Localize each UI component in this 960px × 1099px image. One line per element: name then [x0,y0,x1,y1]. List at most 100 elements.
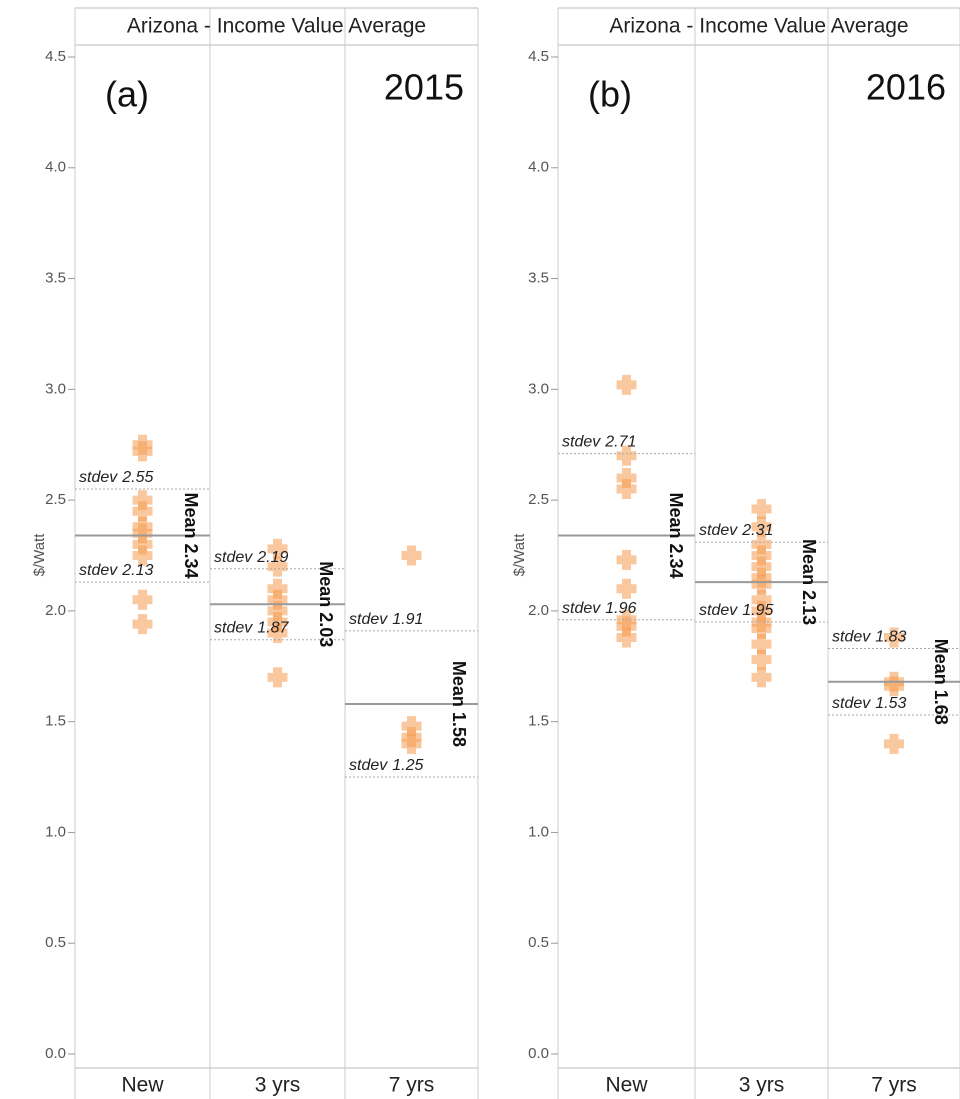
point [751,589,772,610]
point [616,578,637,599]
stdev-word: stdev [79,562,118,579]
y-tick-label: 0.0 [528,1045,549,1062]
stdev-value: 2.55 [121,469,153,486]
stdev-label: stdev 1.91 [349,611,423,628]
y-tick-label: 2.5 [45,491,66,508]
point [751,556,772,577]
stdev-label: stdev 2.19 [214,549,288,566]
point [616,616,637,637]
point [884,627,904,648]
y-tick-label: 1.5 [45,713,66,730]
y-tick-label: 4.5 [45,48,66,65]
mean-value: 1.68 [931,690,951,725]
stdev-value: 2.31 [741,522,773,539]
x-tick-label: New [121,1074,164,1097]
point [267,578,288,599]
mean-word: Mean [931,639,951,685]
point [267,556,288,577]
y-tick-label: 0.5 [45,934,66,951]
point [616,479,637,500]
y-tick-label: 3.5 [45,270,66,287]
mean-label: Mean 2.03 [316,561,336,647]
stdev-word: stdev [349,757,388,774]
stdev-value: 1.91 [392,611,423,628]
y-tick-label: 2.5 [528,491,549,508]
point [751,534,772,555]
chart-title: Arizona - Income Value Average [127,15,426,38]
year-label: 2016 [866,67,946,108]
stdev-value: 1.95 [742,602,773,619]
point [132,614,153,635]
y-tick-label: 0.0 [45,1045,66,1062]
stdev-label: stdev 1.53 [832,695,906,712]
mean-value: 2.34 [666,544,686,579]
stdev-word: stdev [699,522,738,539]
point [884,676,904,697]
point [132,501,153,522]
y-axis-label: $/Watt [511,533,528,577]
point [884,733,904,754]
x-tick-label: 7 yrs [389,1074,435,1097]
point [401,716,422,737]
stdev-label: stdev 2.31 [699,522,773,539]
point [751,618,772,639]
mean-label: Mean 1.58 [449,661,469,747]
year-label: 2015 [384,67,464,108]
y-tick-label: 4.0 [528,159,549,176]
stdev-label: stdev 2.55 [79,469,153,486]
mean-word: Mean [181,493,201,539]
point [751,600,772,621]
point [751,545,772,566]
y-axis-label: $/Watt [31,533,48,577]
y-tick-label: 3.0 [45,380,66,397]
point [267,623,288,644]
point [751,574,772,595]
y-tick-label: 1.0 [45,823,66,840]
point [616,445,637,466]
point [751,634,772,655]
y-tick-label: 2.0 [528,602,549,619]
point [616,627,637,648]
panel-label: (a) [105,74,149,115]
point [751,498,772,519]
mean-label: Mean 2.34 [181,493,201,579]
mean-word: Mean [799,539,819,585]
point [132,441,153,462]
stdev-word: stdev [349,611,388,628]
y-tick-label: 3.0 [528,380,549,397]
y-tick-label: 0.5 [528,934,549,951]
point [267,589,288,610]
point [132,490,153,511]
stdev-value: 1.53 [875,695,906,712]
mean-value: 2.13 [799,590,819,625]
stdev-label: stdev 1.96 [562,600,636,617]
point [132,545,153,566]
stdev-value: 2.71 [604,434,636,451]
x-tick-label: 3 yrs [255,1074,301,1097]
mean-label: Mean 2.34 [666,493,686,579]
stdev-value: 1.83 [875,629,906,646]
mean-label: Mean 2.13 [799,539,819,625]
stdev-word: stdev [79,469,118,486]
point [267,667,288,688]
y-tick-label: 4.5 [528,48,549,65]
mean-value: 1.58 [449,712,469,747]
y-tick-label: 4.0 [45,159,66,176]
stdev-value: 1.96 [605,600,636,617]
y-tick-label: 1.5 [528,713,549,730]
point [132,534,153,555]
point [132,523,153,544]
point [616,374,637,395]
point [267,538,288,559]
point [616,467,637,488]
stdev-label: stdev 1.95 [699,602,773,619]
mean-word: Mean [316,561,336,607]
stdev-value: 2.19 [256,549,288,566]
point [751,667,772,688]
mean-word: Mean [449,661,469,707]
stdev-word: stdev [214,549,253,566]
stdev-label: stdev 1.83 [832,629,906,646]
point [616,549,637,570]
stdev-word: stdev [562,600,601,617]
